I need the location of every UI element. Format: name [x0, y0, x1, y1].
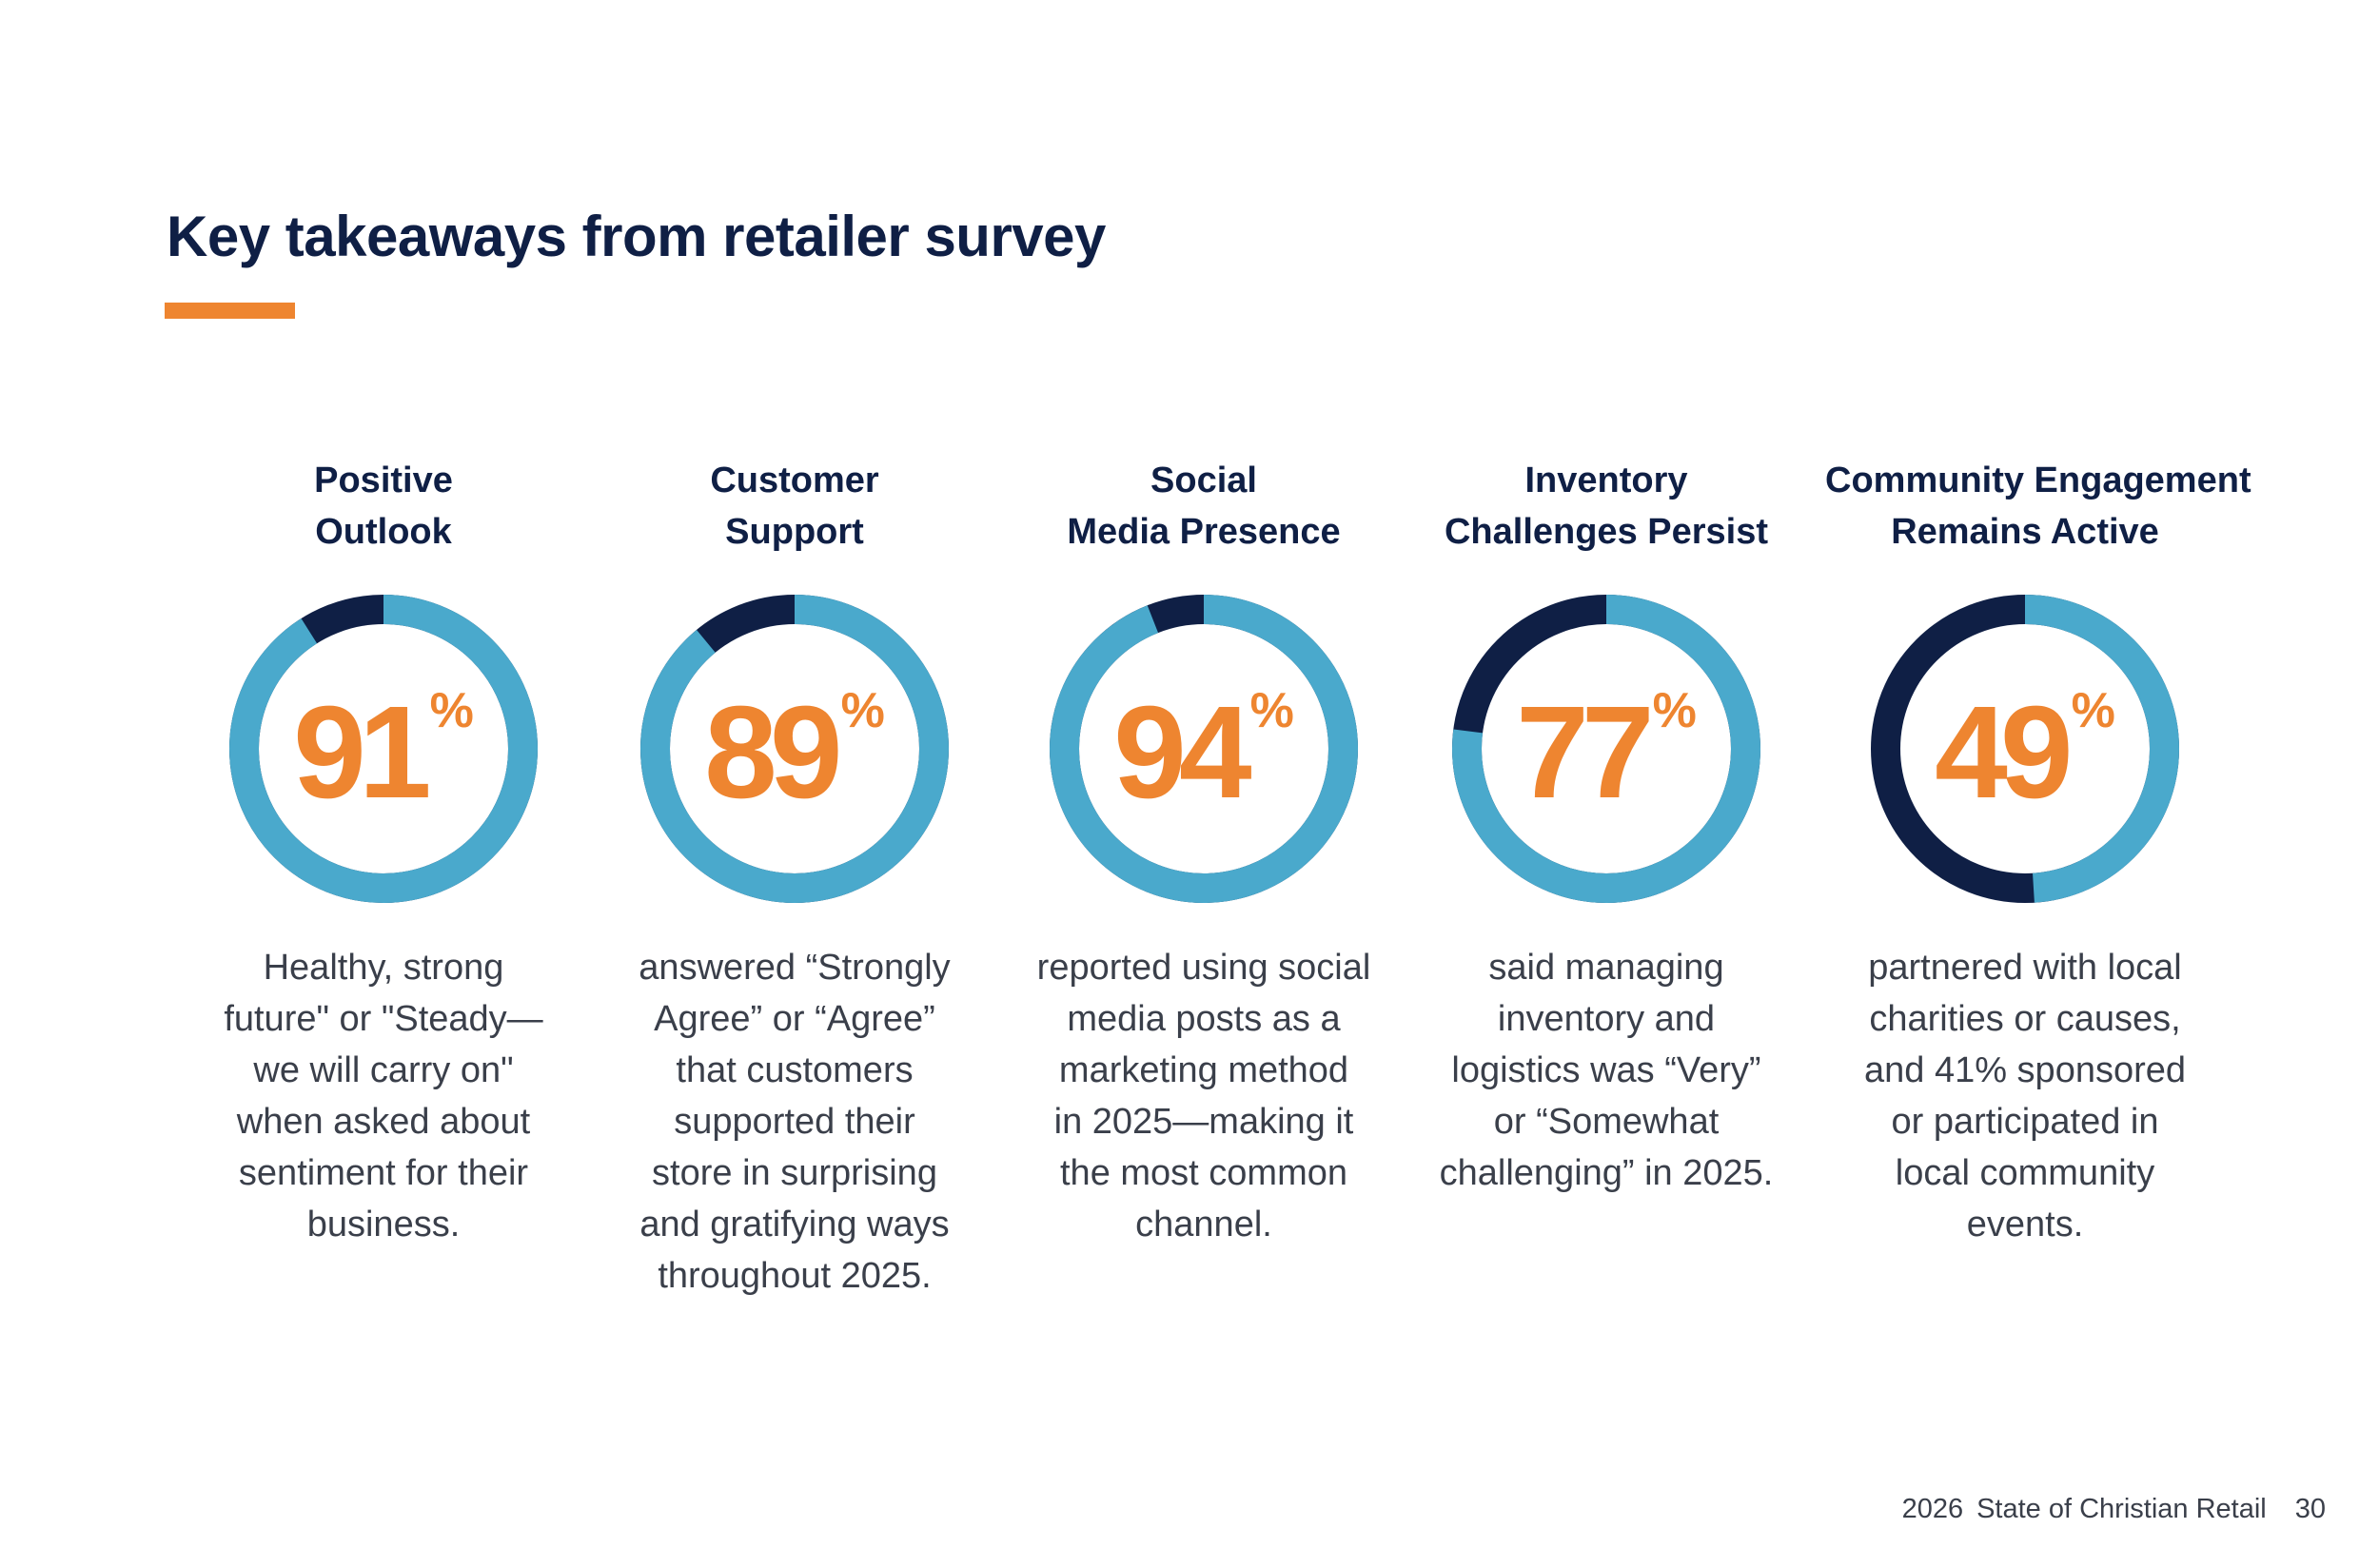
donut-value-arc — [640, 595, 949, 903]
stat-heading: Inventory Challenges Persist — [1444, 461, 1769, 552]
donut-chart — [229, 595, 538, 903]
footer-publication: State of Christian Retail — [1976, 1494, 2267, 1524]
stat-percentage: 89% — [640, 595, 949, 903]
percent-sign: % — [1249, 683, 1294, 738]
stats-row: Positive Outlook 91% Healthy, strong fut… — [0, 447, 2379, 1332]
donut-ring: 91% — [229, 595, 538, 903]
stat-percentage: 91% — [229, 595, 538, 903]
stat-description: said managing inventory and logistics wa… — [1439, 948, 1774, 1193]
donut-value-arc — [1452, 595, 1760, 903]
page-footer: 2026 State of Christian Retail 30 — [1902, 1494, 2326, 1525]
stat-percentage: 77% — [1452, 595, 1760, 903]
donut-value-arc — [1871, 595, 2179, 903]
stat-heading: Social Media Presence — [1067, 461, 1341, 552]
donut-ring: 94% — [1050, 595, 1358, 903]
stat-heading: Positive Outlook — [314, 461, 453, 552]
stat-description: reported using social media posts as a m… — [1036, 948, 1371, 1245]
donut-chart — [1871, 595, 2179, 903]
page-number: 30 — [2294, 1494, 2326, 1524]
footer-year: 2026 — [1901, 1494, 1964, 1524]
percent-sign: % — [1652, 683, 1697, 738]
donut-value-arc — [1050, 595, 1358, 903]
stat-percentage: 94% — [1050, 595, 1358, 903]
stat-value: 89 — [704, 679, 842, 826]
stat-value: 94 — [1113, 679, 1251, 826]
stat-description: answered “Strongly Agree” or “Agree” tha… — [639, 948, 951, 1296]
donut-ring: 77% — [1452, 595, 1760, 903]
percent-sign: % — [2071, 683, 2115, 738]
stat-social-media-presence: Social Media Presence 94% reported using… — [1004, 447, 1404, 1332]
stat-value: 49 — [1935, 679, 2073, 826]
stat-value: 77 — [1516, 679, 1654, 826]
page-title: Key takeaways from retailer survey — [167, 205, 1106, 268]
stat-inventory-challenges: Inventory Challenges Persist 77% said ma… — [1406, 447, 1806, 1332]
percent-sign: % — [840, 683, 885, 738]
percent-sign: % — [429, 683, 474, 738]
stat-heading: Customer Support — [710, 461, 879, 552]
stat-description: Healthy, strong future" or "Steady— we w… — [224, 948, 543, 1245]
donut-chart — [1050, 595, 1358, 903]
donut-chart — [1452, 595, 1760, 903]
donut-value-arc — [229, 595, 538, 903]
title-underline — [165, 303, 295, 319]
stat-customer-support: Customer Support 89% answered “Strongly … — [595, 447, 994, 1332]
stat-description: partnered with local charities or causes… — [1863, 948, 2187, 1245]
stat-heading: Community Engagement Remains Active — [1825, 461, 2251, 552]
stat-positive-outlook: Positive Outlook 91% Healthy, strong fut… — [184, 447, 583, 1332]
stat-community-engagement: Community Engagement Remains Active 49% … — [1825, 447, 2251, 1332]
stat-value: 91 — [293, 679, 431, 826]
donut-chart — [640, 595, 949, 903]
donut-ring: 89% — [640, 595, 949, 903]
stat-percentage: 49% — [1871, 595, 2179, 903]
donut-ring: 49% — [1871, 595, 2179, 903]
